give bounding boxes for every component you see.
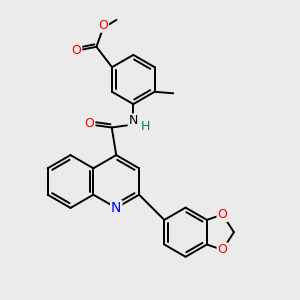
Text: O: O — [71, 44, 81, 57]
Text: O: O — [98, 19, 108, 32]
Text: O: O — [85, 117, 94, 130]
Text: N: N — [129, 114, 138, 128]
Text: N: N — [111, 201, 122, 215]
Text: O: O — [218, 243, 227, 256]
Text: O: O — [218, 208, 227, 221]
Text: H: H — [141, 120, 151, 134]
